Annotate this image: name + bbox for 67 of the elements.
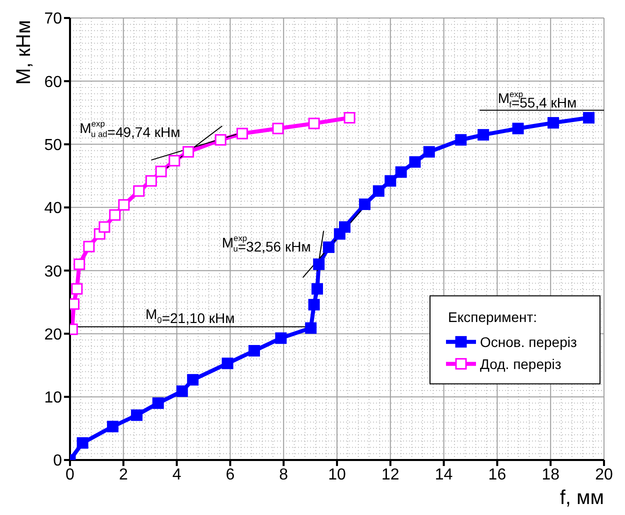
x-axis-title: f, мм xyxy=(560,487,604,509)
point xyxy=(106,420,118,432)
point xyxy=(305,322,317,334)
point xyxy=(131,409,142,421)
point xyxy=(168,154,180,166)
annotation: M$_{0}$=21,10 кНм xyxy=(145,306,235,326)
legend-title: Експеримент: xyxy=(448,308,538,325)
y-tick-label: 20 xyxy=(44,326,62,344)
y-tick-label: 0 xyxy=(53,452,62,470)
x-tick-label: 8 xyxy=(279,466,288,484)
y-tick-label: 40 xyxy=(44,200,62,218)
y-tick-label: 10 xyxy=(44,390,62,407)
x-tick-label: 2 xyxy=(118,466,128,484)
x-tick-label: 4 xyxy=(172,466,182,484)
point xyxy=(83,240,95,252)
point xyxy=(313,258,325,270)
y-tick-label: 50 xyxy=(44,136,62,154)
point xyxy=(118,199,130,211)
point xyxy=(275,332,287,344)
point xyxy=(214,134,226,146)
point xyxy=(583,112,595,124)
y-tick-label: 70 xyxy=(44,10,62,28)
point xyxy=(308,118,320,130)
legend-label: Основ. переріз xyxy=(480,334,577,350)
point xyxy=(272,122,284,134)
point xyxy=(344,112,356,124)
point xyxy=(372,185,384,197)
point xyxy=(71,283,83,295)
point xyxy=(359,198,371,210)
point xyxy=(133,185,145,197)
point xyxy=(478,129,490,141)
x-tick-label: 10 xyxy=(328,466,346,484)
point xyxy=(395,166,407,178)
point xyxy=(248,345,260,357)
point xyxy=(98,221,110,233)
point xyxy=(109,209,121,221)
x-tick-label: 12 xyxy=(382,466,400,484)
point xyxy=(76,437,88,449)
point xyxy=(409,156,421,168)
legend-label: Дод. переріз xyxy=(480,356,562,372)
point xyxy=(548,117,560,129)
point xyxy=(182,146,194,158)
point xyxy=(512,122,524,134)
point xyxy=(222,358,234,370)
point xyxy=(176,385,188,397)
x-tick-label: 16 xyxy=(488,466,506,484)
point xyxy=(423,146,435,158)
x-tick-label: 0 xyxy=(66,466,75,484)
point xyxy=(338,221,350,233)
y-axis-title: M, кНм xyxy=(13,20,35,85)
point xyxy=(455,134,467,146)
x-tick-label: 14 xyxy=(434,466,453,484)
y-tick-label: 60 xyxy=(44,74,62,91)
point xyxy=(384,175,396,187)
x-tick-label: 20 xyxy=(595,466,613,484)
point xyxy=(155,166,167,178)
point xyxy=(187,374,199,386)
point xyxy=(322,241,334,253)
point xyxy=(308,298,320,310)
point xyxy=(152,397,164,409)
point xyxy=(236,128,248,140)
x-tick-label: 18 xyxy=(542,466,560,484)
point xyxy=(74,258,86,270)
point xyxy=(311,283,323,295)
x-tick-label: 6 xyxy=(226,466,235,484)
y-tick-label: 30 xyxy=(44,263,62,280)
point xyxy=(145,175,157,187)
